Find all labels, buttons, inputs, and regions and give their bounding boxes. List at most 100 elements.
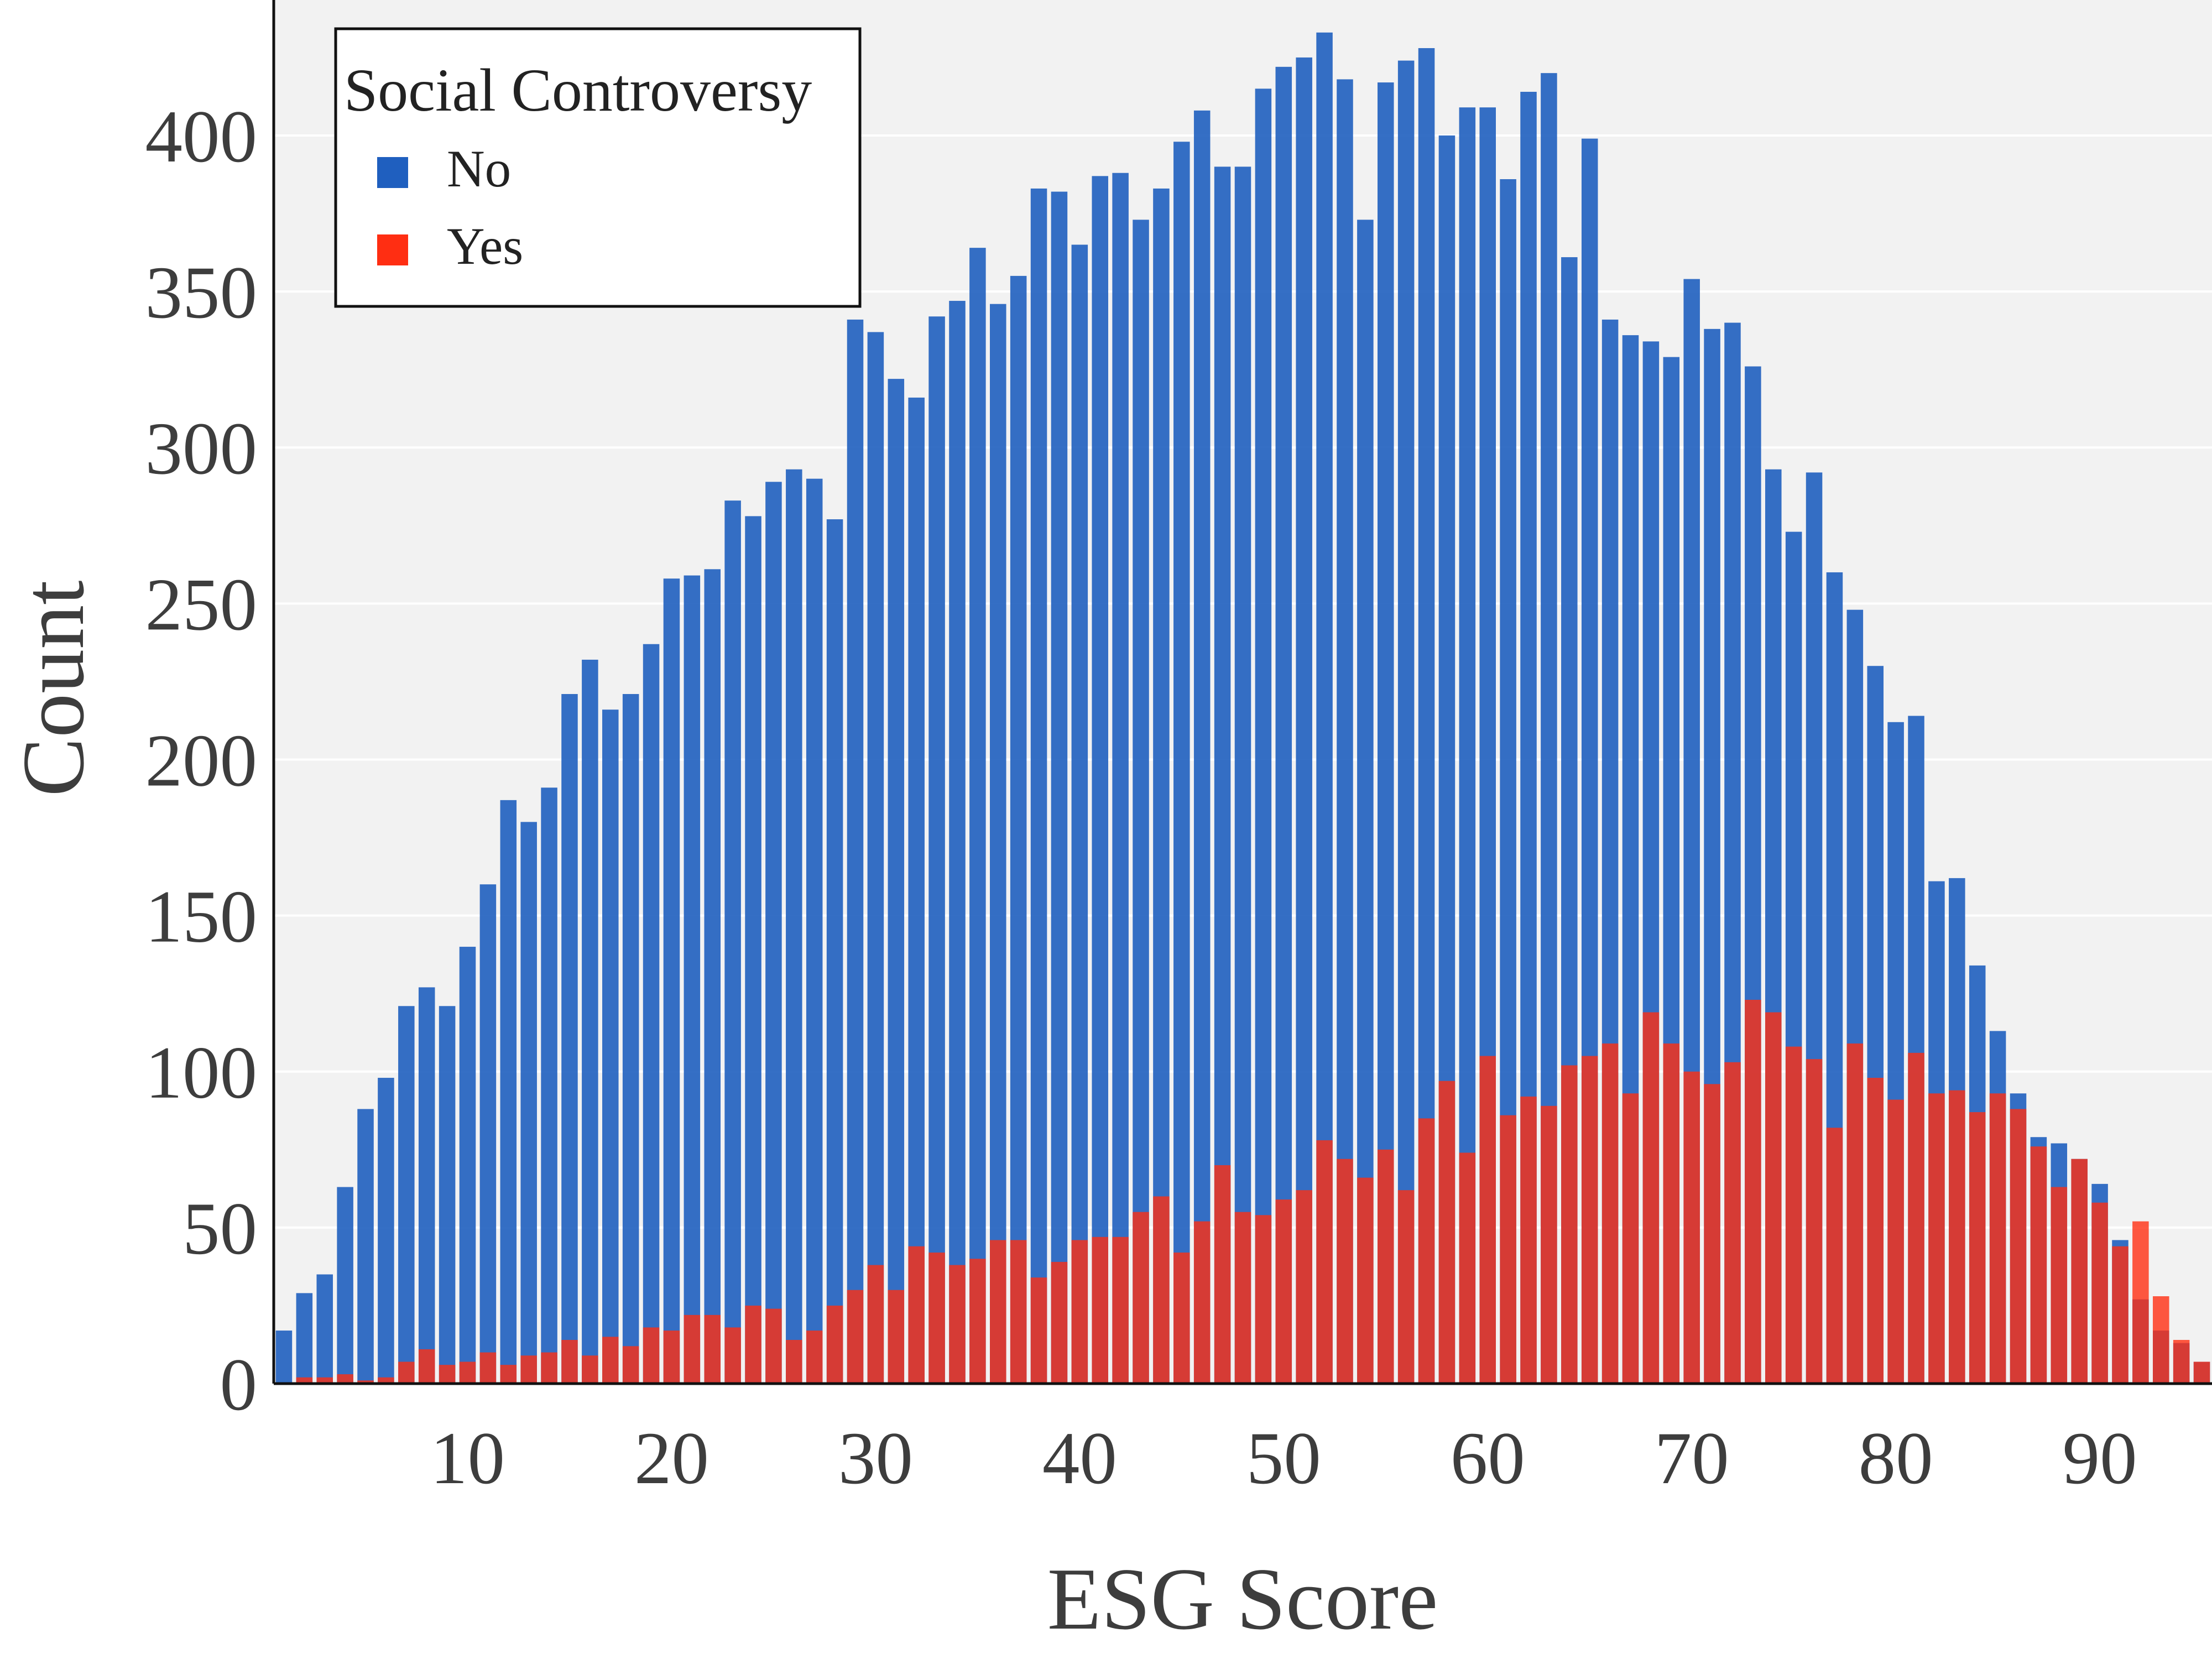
bar-yes-76 — [1806, 1059, 1823, 1384]
bar-yes-89 — [2071, 1159, 2088, 1384]
bar-no-33 — [928, 316, 945, 1384]
x-tick-label: 30 — [838, 1417, 913, 1500]
bar-no-19 — [643, 644, 660, 1384]
bar-yes-84 — [1969, 1112, 1986, 1384]
bar-yes-45 — [1173, 1253, 1190, 1384]
y-tick-label: 50 — [182, 1188, 257, 1270]
bar-yes-77 — [1826, 1128, 1843, 1384]
x-tick-label: 10 — [430, 1417, 505, 1500]
bar-no-11 — [479, 884, 497, 1384]
bar-yes-33 — [928, 1253, 945, 1384]
bar-no-7 — [398, 1006, 415, 1384]
legend-label-yes: Yes — [447, 217, 523, 275]
bar-yes-91 — [2112, 1246, 2128, 1384]
bar-no-25 — [765, 482, 782, 1384]
bar-yes-61 — [1500, 1115, 1516, 1384]
bar-yes-52 — [1316, 1140, 1333, 1384]
bar-yes-35 — [969, 1259, 986, 1384]
bar-yes-42 — [1112, 1237, 1129, 1384]
bar-yes-36 — [990, 1240, 1006, 1384]
bar-yes-90 — [2091, 1202, 2108, 1384]
bar-no-20 — [663, 578, 680, 1384]
bar-yes-7 — [398, 1361, 415, 1384]
bar-no-15 — [561, 694, 578, 1384]
bar-yes-11 — [479, 1352, 497, 1384]
x-tick-label: 80 — [1859, 1417, 1933, 1500]
bar-yes-23 — [724, 1327, 741, 1384]
y-tick-label: 150 — [145, 876, 258, 958]
bar-yes-86 — [2010, 1109, 2027, 1384]
bar-no-56 — [1397, 60, 1415, 1384]
bar-yes-34 — [949, 1265, 966, 1384]
legend-swatch-no — [377, 157, 408, 188]
legend-label-no: No — [447, 139, 511, 198]
bar-no-37 — [1010, 275, 1027, 1384]
bar-yes-81 — [1908, 1052, 1924, 1384]
bar-no-6 — [378, 1078, 394, 1384]
bar-yes-56 — [1397, 1190, 1415, 1384]
bar-no-27 — [806, 478, 823, 1384]
bar-no-49 — [1255, 88, 1272, 1384]
x-tick-label: 70 — [1655, 1417, 1729, 1500]
bar-yes-64 — [1561, 1065, 1578, 1384]
bar-no-31 — [888, 379, 905, 1384]
bar-yes-46 — [1193, 1221, 1211, 1384]
bar-yes-68 — [1642, 1012, 1660, 1384]
x-tick-label: 20 — [634, 1417, 709, 1500]
bar-no-9 — [439, 1006, 456, 1384]
bar-no-30 — [867, 332, 884, 1384]
bar-yes-51 — [1296, 1190, 1312, 1384]
bar-yes-43 — [1133, 1212, 1149, 1384]
bar-no-26 — [786, 469, 802, 1384]
bar-no-44 — [1153, 188, 1170, 1384]
bar-no-34 — [949, 301, 966, 1384]
bar-yes-80 — [1887, 1099, 1904, 1384]
x-tick-label: 60 — [1451, 1417, 1525, 1500]
bar-yes-31 — [888, 1290, 905, 1384]
bar-yes-88 — [2051, 1187, 2068, 1384]
x-tick-label: 90 — [2063, 1417, 2137, 1500]
bar-yes-40 — [1071, 1240, 1088, 1384]
bar-yes-32 — [908, 1246, 925, 1384]
bar-yes-27 — [806, 1331, 823, 1384]
bar-yes-21 — [684, 1314, 701, 1384]
bar-yes-71 — [1704, 1084, 1720, 1384]
y-tick-labels: 0 50 100 150 200 250 300 350 400 — [145, 96, 258, 1426]
legend-box — [334, 27, 862, 308]
bar-yes-83 — [1949, 1090, 1965, 1384]
bar-yes-73 — [1745, 999, 1761, 1384]
bar-yes-75 — [1785, 1046, 1802, 1384]
bar-yes-95 — [2193, 1361, 2210, 1384]
bar-no-29 — [847, 319, 864, 1384]
y-tick-label: 200 — [145, 720, 258, 802]
bar-yes-19 — [643, 1327, 660, 1384]
bar-yes-47 — [1214, 1165, 1231, 1384]
bar-no-14 — [541, 787, 557, 1384]
bar-no-41 — [1092, 176, 1108, 1384]
bar-yes-9 — [439, 1365, 456, 1384]
bar-yes-3 — [316, 1377, 333, 1384]
bars — [275, 32, 2210, 1384]
bar-no-45 — [1173, 142, 1190, 1384]
bar-yes-39 — [1051, 1261, 1068, 1384]
bar-yes-4 — [337, 1374, 353, 1384]
bar-yes-41 — [1092, 1237, 1108, 1384]
bar-yes-10 — [459, 1361, 476, 1384]
bar-no-35 — [969, 248, 986, 1384]
y-tick-label: 400 — [145, 96, 258, 178]
bar-no-42 — [1112, 173, 1129, 1384]
bar-no-21 — [684, 575, 701, 1384]
bar-no-2 — [296, 1293, 313, 1384]
bar-yes-13 — [520, 1355, 537, 1384]
y-tick-label: 300 — [145, 408, 258, 490]
bar-no-48 — [1234, 166, 1251, 1384]
bar-no-23 — [724, 500, 741, 1384]
bar-yes-60 — [1479, 1056, 1496, 1384]
bar-yes-26 — [786, 1340, 802, 1384]
bar-yes-5 — [357, 1380, 374, 1384]
bar-no-50 — [1275, 66, 1292, 1384]
bar-yes-30 — [867, 1265, 884, 1384]
bar-yes-58 — [1438, 1081, 1455, 1384]
bar-no-4 — [337, 1187, 353, 1384]
